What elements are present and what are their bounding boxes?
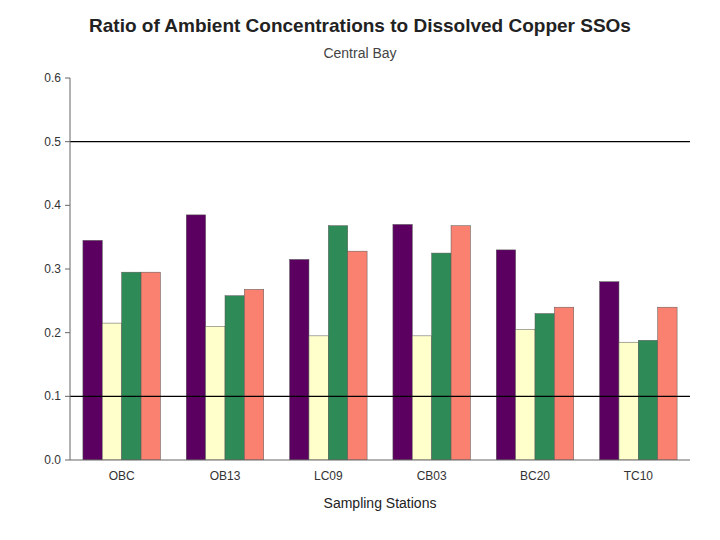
bar	[244, 289, 263, 460]
bar	[290, 259, 309, 460]
y-tick-label: 0.5	[44, 135, 61, 149]
bar	[535, 314, 554, 460]
plot-marks	[70, 142, 690, 460]
x-axis: OBC OB13 LC09 CB03 BC20 TC10	[109, 469, 654, 483]
y-tick-label: 0.0	[44, 453, 61, 467]
x-axis-line	[70, 460, 690, 461]
x-tick-label: OB13	[210, 469, 241, 483]
chart-svg: Ratio of Ambient Concentrations to Disso…	[0, 0, 720, 540]
x-tick-label: TC10	[624, 469, 654, 483]
plot-area	[70, 78, 690, 460]
y-tick	[65, 141, 70, 142]
bar	[412, 336, 431, 460]
y-tick	[65, 269, 70, 270]
bar	[122, 272, 141, 460]
y-tick	[65, 205, 70, 206]
bar	[348, 251, 367, 460]
x-tick-label: BC20	[520, 469, 550, 483]
chart-title: Ratio of Ambient Concentrations to Disso…	[89, 15, 631, 36]
bar	[600, 282, 619, 460]
reference-line	[70, 141, 690, 142]
y-tick-label: 0.2	[44, 326, 61, 340]
bar	[309, 336, 328, 460]
x-axis-label: Sampling Stations	[324, 495, 437, 511]
chart-container: Ratio of Ambient Concentrations to Disso…	[0, 0, 720, 540]
y-tick-label: 0.1	[44, 389, 61, 403]
bar	[83, 240, 102, 460]
bar	[393, 224, 412, 460]
bar	[186, 215, 205, 460]
bar	[619, 342, 638, 460]
bar	[432, 253, 451, 460]
y-axis-line	[70, 78, 71, 460]
chart-subtitle: Central Bay	[323, 45, 396, 61]
y-tick-label: 0.6	[44, 71, 61, 85]
bar	[658, 307, 677, 460]
x-tick-label: OBC	[109, 469, 135, 483]
bar	[225, 296, 244, 460]
bar	[206, 326, 225, 460]
bar	[328, 226, 347, 460]
y-tick	[65, 460, 70, 461]
bar	[451, 226, 470, 460]
bar	[496, 250, 515, 460]
y-tick	[65, 396, 70, 397]
y-tick	[65, 78, 70, 79]
bar	[141, 272, 160, 460]
y-tick	[65, 332, 70, 333]
y-tick-label: 0.4	[44, 198, 61, 212]
bar	[638, 340, 657, 460]
bar	[516, 329, 535, 460]
x-tick-label: LC09	[314, 469, 343, 483]
reference-line	[70, 396, 690, 397]
x-tick-label: CB03	[417, 469, 447, 483]
bar	[554, 307, 573, 460]
y-axis: 0.0 0.1 0.2 0.3 0.4 0.5 0.6	[44, 71, 70, 467]
y-tick-label: 0.3	[44, 262, 61, 276]
bar	[102, 323, 121, 460]
